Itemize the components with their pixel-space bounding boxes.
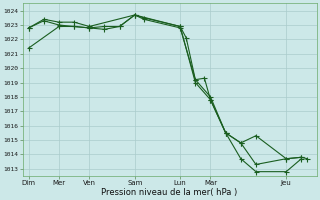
- X-axis label: Pression niveau de la mer( hPa ): Pression niveau de la mer( hPa ): [101, 188, 238, 197]
